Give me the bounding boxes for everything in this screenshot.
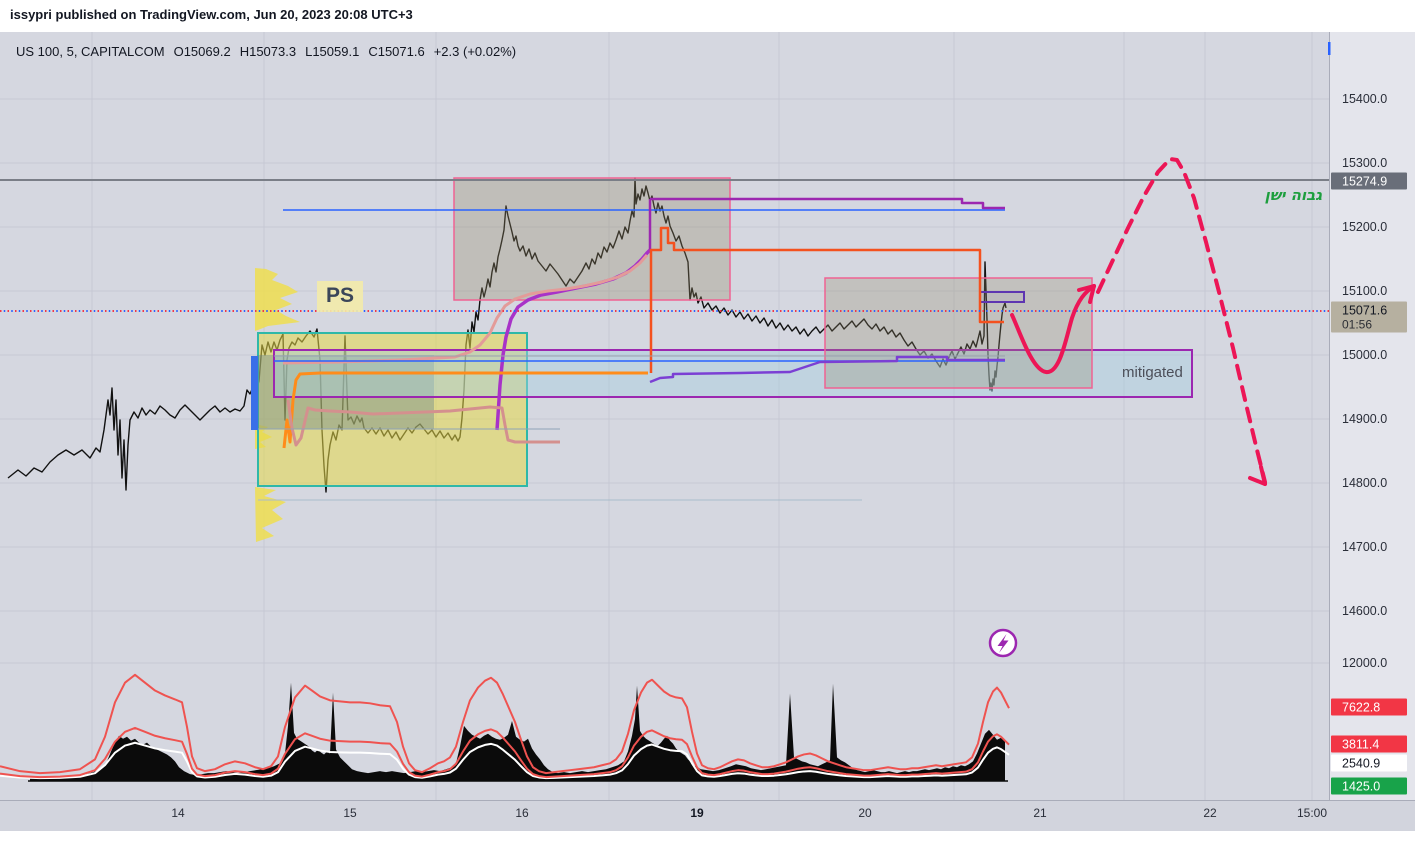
chart-canvas[interactable] bbox=[0, 32, 1329, 800]
ohlc-high: H15073.3 bbox=[239, 44, 297, 59]
price-tick-label: 15400.0 bbox=[1342, 92, 1388, 106]
volume-envelope-inner bbox=[0, 726, 1010, 779]
price-badge-15274.9: 15274.9 bbox=[1331, 172, 1407, 190]
orange-line bbox=[282, 371, 648, 449]
price-badge-3811.4: 3811.4 bbox=[1331, 735, 1407, 753]
time-tick-label: 22 bbox=[1203, 806, 1217, 820]
price-badge-2540.9: 2540.9 bbox=[1331, 754, 1407, 772]
ohlc-low: L15059.1 bbox=[305, 44, 360, 59]
d-arrow-barb bbox=[1248, 476, 1267, 486]
up-arrow-barb bbox=[1088, 284, 1096, 304]
old-high-hebrew-label[interactable]: גבוה ישן bbox=[1264, 186, 1322, 204]
time-tick-label: 14 bbox=[171, 806, 185, 820]
volume-profile-blob bbox=[255, 268, 300, 331]
volume-profile-blob bbox=[255, 487, 286, 542]
price-tick-label: 14600.0 bbox=[1342, 604, 1388, 618]
time-tick-label: 20 bbox=[858, 806, 872, 820]
countdown-timer: 01:56 bbox=[1342, 317, 1373, 331]
time-axis[interactable]: 14 15 16 19 20 21 22 15:00 bbox=[0, 800, 1415, 831]
ps-annotation-label[interactable]: PS bbox=[317, 281, 363, 312]
up-arrow-barb bbox=[1077, 284, 1096, 292]
volume-white-ma-line bbox=[0, 741, 1010, 780]
price-axis[interactable]: USD 15400.015300.015200.015100.015000.01… bbox=[1329, 32, 1415, 800]
time-tick-label: 16 bbox=[515, 806, 529, 820]
purple-step-top bbox=[650, 197, 1005, 210]
change-value: +2.3 (+0.02%) bbox=[433, 44, 517, 59]
supply-box-2 bbox=[824, 277, 1093, 389]
symbol-title[interactable]: US 100, 5, CAPITALCOM bbox=[16, 44, 165, 59]
time-tick-label: 15 bbox=[343, 806, 357, 820]
price-tick-label: 14800.0 bbox=[1342, 476, 1388, 490]
blue-bar-marker bbox=[251, 356, 258, 430]
price-badge-7622.8: 7622.8 bbox=[1331, 698, 1407, 716]
ohlc-open: O15069.2 bbox=[173, 44, 231, 59]
published-caption: issypri published on TradingView.com, Ju… bbox=[10, 7, 413, 22]
price-badge-15071.6: 15071.6 01:56 bbox=[1331, 301, 1407, 333]
handdrawn-up-arrow bbox=[1010, 284, 1096, 374]
symbol-legend[interactable]: US 100, 5, CAPITALCOM O15069.2 H15073.3 L15… bbox=[16, 44, 525, 59]
yellow-accumulation-box bbox=[257, 332, 528, 487]
price-tick-label: 15000.0 bbox=[1342, 348, 1388, 362]
footer: TradingView bbox=[0, 831, 1415, 868]
time-tick-label: 21 bbox=[1033, 806, 1047, 820]
time-tick-label: 19 bbox=[690, 806, 704, 820]
red-structure-path bbox=[649, 226, 1004, 373]
purple-order-rect bbox=[979, 291, 1025, 303]
price-tick-label: 15300.0 bbox=[1342, 156, 1388, 170]
time-tick-label: 15:00 bbox=[1296, 806, 1328, 820]
projected-path-dashed-arrow bbox=[1096, 157, 1267, 484]
supply-box-1 bbox=[453, 177, 731, 301]
salmon-lower bbox=[286, 399, 560, 447]
price-tick-label: 14900.0 bbox=[1342, 412, 1388, 426]
price-badge-1425.0: 1425.0 bbox=[1331, 777, 1407, 795]
price-tick-label: 15200.0 bbox=[1342, 220, 1388, 234]
axis-top-marker bbox=[1328, 42, 1331, 55]
ohlc-close: C15071.6 bbox=[368, 44, 425, 59]
publish-bar: issypri published on TradingView.com, Ju… bbox=[0, 0, 1415, 32]
price-tick-label: 12000.0 bbox=[1342, 656, 1388, 670]
inner-gray-zone bbox=[257, 355, 434, 429]
lightning-bolt-glyph bbox=[997, 634, 1009, 653]
purple-step-band bbox=[649, 355, 1005, 384]
mitigated-label[interactable]: mitigated bbox=[1122, 364, 1183, 381]
volume-envelope-outer bbox=[0, 673, 1010, 775]
d-arrow-barb bbox=[1259, 465, 1267, 486]
salmon-upper bbox=[282, 254, 649, 365]
price-tick-label: 15100.0 bbox=[1342, 284, 1388, 298]
price-tick-label: 14700.0 bbox=[1342, 540, 1388, 554]
